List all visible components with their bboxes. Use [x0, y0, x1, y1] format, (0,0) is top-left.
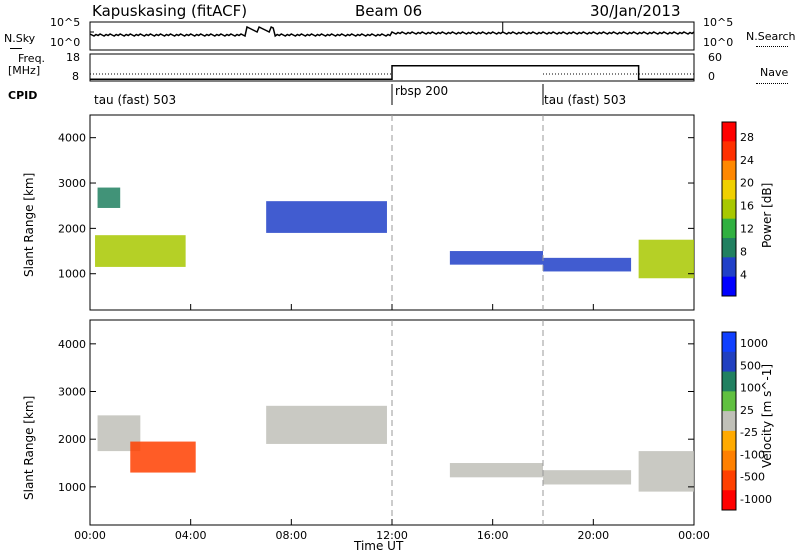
time-xtick-label-1: 04:00: [175, 529, 207, 542]
power-colorbar-seg-7: [722, 257, 736, 278]
power-region-5: [638, 239, 694, 279]
velocity-colorbar-seg-2: [722, 371, 736, 392]
power-colorbar-seg-2: [722, 160, 736, 181]
power-ytick-label-2: 3000: [58, 177, 86, 190]
velocity-region-5: [638, 451, 694, 492]
freq-tick-high: 18: [66, 51, 80, 64]
nsky-tick-high: 10^5: [50, 16, 81, 29]
nave-line-legend: [756, 83, 788, 84]
station-title: Kapuskasing (fitACF): [92, 2, 248, 20]
power-colorbar-seg-4: [722, 199, 736, 220]
velocity-region-1: [130, 441, 196, 473]
nsky-label: N.Sky: [4, 32, 36, 45]
velocity-colorbar-seg-1: [722, 351, 736, 373]
power-region-0: [95, 235, 186, 267]
nsky-trace: [89, 25, 695, 38]
freq-tick-low: 8: [72, 70, 79, 83]
power-colorbar-tick-4: 12: [740, 222, 754, 235]
power-region-3: [449, 251, 543, 265]
velocity-region-4: [543, 470, 632, 485]
cpid-segment-2: rbsp 200: [395, 84, 449, 98]
velocity-colorbar-seg-3: [722, 391, 736, 412]
nsky-panel-frame: [89, 21, 695, 51]
velocity-colorbar-seg-0: [722, 332, 736, 353]
velocity-colorbar-seg-5: [722, 430, 736, 452]
power-ytick-label-0: 1000: [58, 268, 86, 281]
cpid-segment-3: tau (fast) 503: [544, 93, 627, 107]
time-xtick-label-2: 08:00: [275, 529, 307, 542]
power-region-4: [543, 257, 632, 272]
nave-trace: [90, 65, 694, 75]
freq-label: Freq.: [18, 52, 46, 65]
nsky-tick-low: 10^0: [50, 36, 81, 49]
time-xtick-label-5: 20:00: [577, 529, 609, 542]
nsearch-line-legend: [756, 46, 788, 47]
cpid-segment-1: tau (fast) 503: [94, 93, 177, 107]
power-colorbar-tick-2: 20: [740, 177, 754, 190]
velocity-colorbar-tick-4: -25: [740, 426, 758, 439]
velocity-colorbar-seg-4: [722, 411, 736, 432]
velocity-colorbar-tick-1: 500: [740, 359, 761, 372]
power-region-1: [97, 187, 121, 208]
power-colorbar-tick-3: 16: [740, 200, 754, 213]
power-colorbar-tick-6: 4: [740, 268, 747, 281]
nave-label: Nave: [760, 66, 789, 79]
power-colorbar-tick-5: 8: [740, 245, 747, 258]
power-colorbar-tick-1: 24: [740, 154, 754, 167]
power-region-2: [266, 201, 387, 233]
velocity-region-2: [266, 405, 387, 444]
nsearch-label: N.Search: [746, 30, 796, 43]
velocity-colorbar-seg-7: [722, 470, 736, 491]
velocity-colorbar-seg-6: [722, 450, 736, 471]
velocity-colorbar-frame: [721, 331, 737, 511]
frequency-trace: [90, 65, 694, 80]
nsearch-tick-low: 10^0: [703, 36, 734, 49]
velocity-region-3: [449, 463, 543, 478]
cpid-label: CPID: [8, 89, 38, 102]
nsearch-tick-high: 10^5: [703, 16, 734, 29]
time-xtick-label-4: 16:00: [477, 529, 509, 542]
velocity-colorbar-tick-7: -1000: [740, 493, 772, 506]
nave-tick-high: 60: [708, 51, 722, 64]
velocity-colorbar-tick-3: 25: [740, 404, 754, 417]
velocity-colorbar-tick-2: 100: [740, 382, 761, 395]
power-colorbar-seg-0: [722, 122, 736, 142]
freq-unit-label: [MHz]: [8, 64, 41, 77]
velocity-colorbar-tick-0: 1000: [740, 337, 768, 350]
power-colorbar-seg-5: [722, 218, 736, 239]
freq-panel-frame: [89, 53, 695, 82]
time-xtick-label-0: 00:00: [74, 529, 106, 542]
velocity-ytick-label-2: 3000: [58, 386, 86, 399]
power-ytick-label-3: 4000: [58, 132, 86, 145]
velocity-colorbar-tick-5: -100: [740, 448, 765, 461]
nave-tick-low: 0: [708, 70, 715, 83]
time-xtick-label-6: 00:00: [678, 529, 710, 542]
power-colorbar-seg-8: [722, 276, 736, 297]
velocity-ytick-label-1: 2000: [58, 433, 86, 446]
time-xlabel: Time UT: [354, 539, 404, 553]
power-ytick-label-1: 2000: [58, 222, 86, 235]
power-colorbar-frame: [721, 121, 737, 297]
time-xtick-label-3: 12:00: [376, 529, 408, 542]
power-colorbar-seg-3: [722, 180, 736, 200]
power-colorbar-tick-0: 28: [740, 131, 754, 144]
velocity-colorbar-seg-8: [722, 490, 736, 511]
velocity-ytick-label-0: 1000: [58, 481, 86, 494]
power-colorbar-seg-1: [722, 141, 736, 162]
nsky-line-legend: [10, 48, 22, 49]
beam-title: Beam 06: [355, 2, 423, 20]
date-title: 30/Jan/2013: [590, 2, 681, 20]
velocity-colorbar-tick-6: -500: [740, 471, 765, 484]
velocity-ytick-label-3: 4000: [58, 338, 86, 351]
power-colorbar-seg-6: [722, 238, 736, 258]
